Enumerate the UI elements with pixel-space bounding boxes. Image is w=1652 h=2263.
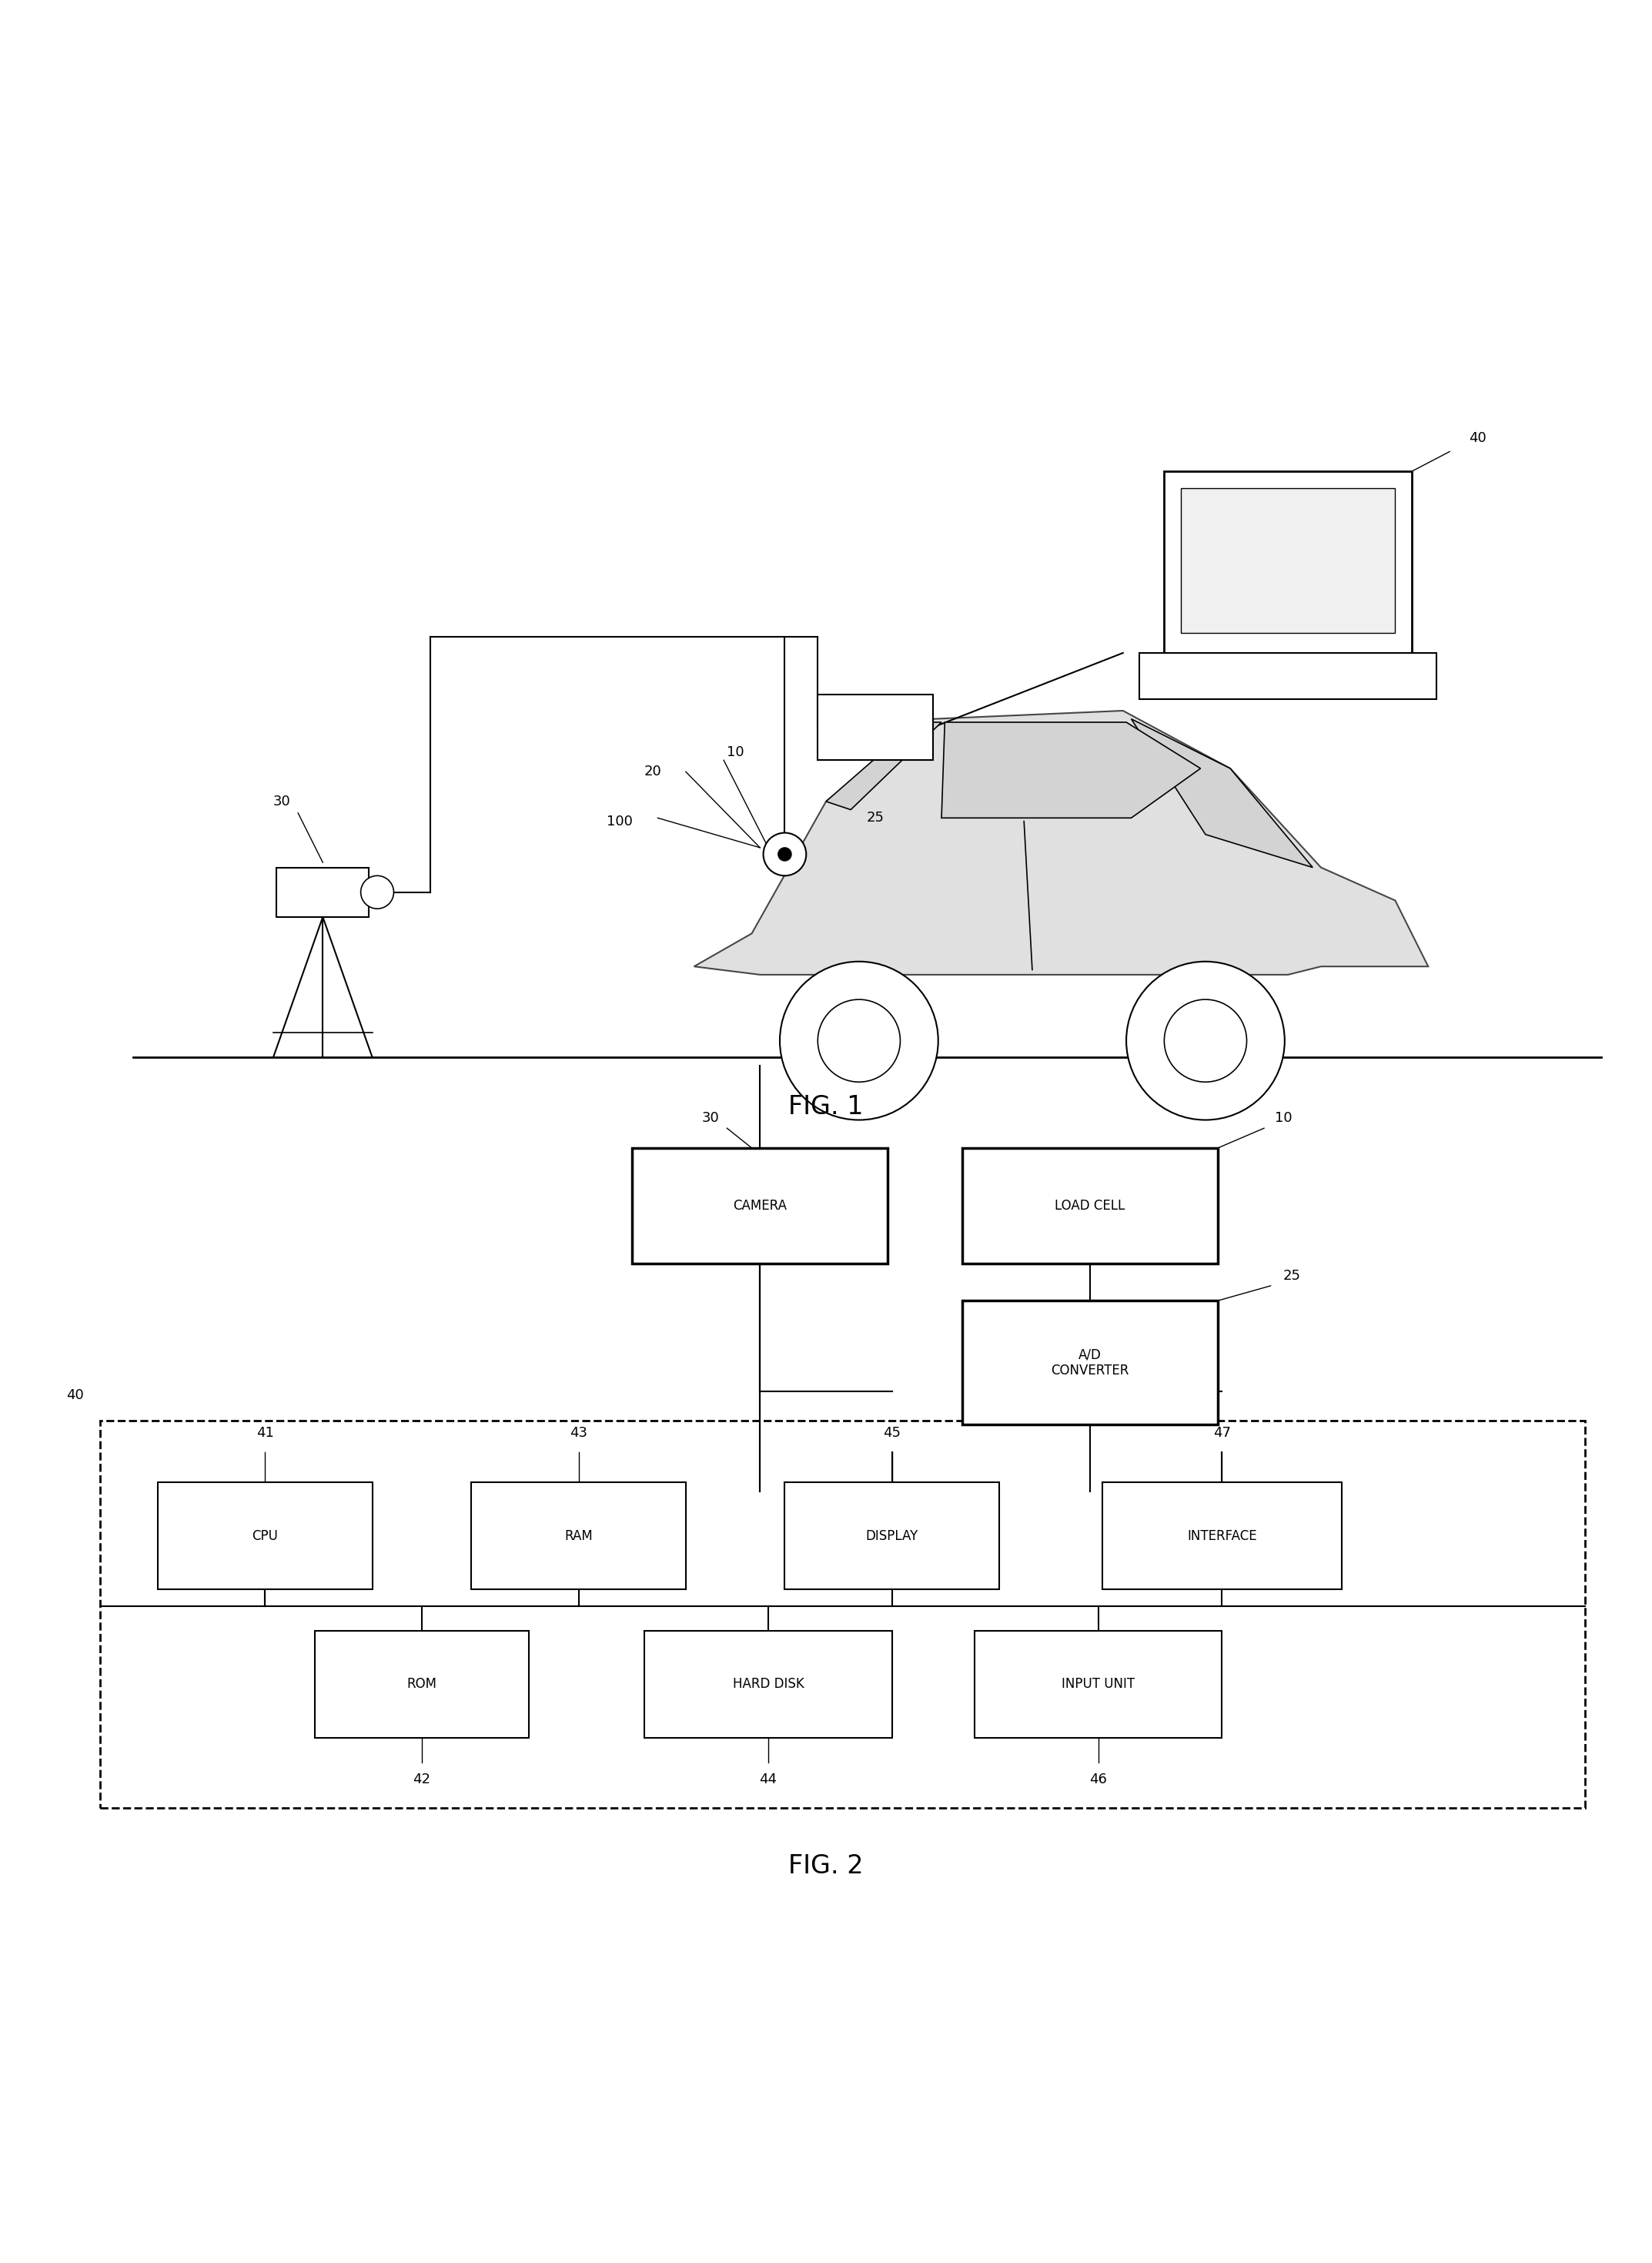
Text: 44: 44: [760, 1772, 776, 1786]
Bar: [975, 1632, 1222, 1738]
Text: 40: 40: [1469, 432, 1487, 446]
Text: 25: 25: [1284, 1270, 1300, 1283]
Bar: [1181, 489, 1396, 634]
Text: 41: 41: [256, 1426, 274, 1439]
Bar: [314, 1632, 529, 1738]
Bar: [633, 1147, 887, 1263]
Circle shape: [1165, 1000, 1247, 1082]
Text: 30: 30: [702, 1111, 719, 1125]
Circle shape: [763, 833, 806, 876]
Bar: [818, 695, 933, 760]
Text: LOAD CELL: LOAD CELL: [1056, 1199, 1125, 1213]
Text: CPU: CPU: [253, 1530, 278, 1543]
Bar: [1140, 654, 1437, 699]
Circle shape: [818, 1000, 900, 1082]
Bar: [276, 867, 368, 917]
Bar: [785, 1482, 999, 1589]
Text: INTERFACE: INTERFACE: [1188, 1530, 1257, 1543]
Text: 25: 25: [867, 810, 884, 826]
Text: ROM: ROM: [406, 1677, 436, 1690]
Text: 46: 46: [1089, 1772, 1107, 1786]
Text: 30: 30: [273, 794, 291, 808]
Circle shape: [778, 849, 791, 860]
Text: 40: 40: [66, 1389, 84, 1403]
Polygon shape: [1132, 720, 1313, 867]
Text: 20: 20: [644, 765, 661, 778]
Bar: [1102, 1482, 1341, 1589]
Bar: [101, 1421, 1584, 1808]
Text: 42: 42: [413, 1772, 431, 1786]
Text: INPUT UNIT: INPUT UNIT: [1062, 1677, 1135, 1690]
Text: A/D
CONVERTER: A/D CONVERTER: [1051, 1346, 1128, 1378]
Bar: [961, 1147, 1218, 1263]
Bar: [644, 1632, 892, 1738]
Circle shape: [360, 876, 393, 910]
Bar: [159, 1482, 372, 1589]
Text: 100: 100: [606, 815, 633, 828]
Text: 10: 10: [1275, 1111, 1292, 1125]
Bar: [1165, 471, 1412, 654]
Circle shape: [780, 962, 938, 1120]
Text: 10: 10: [727, 745, 743, 758]
Polygon shape: [694, 711, 1429, 975]
Text: CAMERA: CAMERA: [733, 1199, 786, 1213]
Polygon shape: [826, 722, 942, 810]
Text: FIG. 1: FIG. 1: [788, 1093, 864, 1120]
Text: 43: 43: [570, 1426, 588, 1439]
Circle shape: [1127, 962, 1285, 1120]
Text: DISPLAY: DISPLAY: [866, 1530, 919, 1543]
Text: 45: 45: [884, 1426, 900, 1439]
Text: RAM: RAM: [565, 1530, 593, 1543]
Text: HARD DISK: HARD DISK: [732, 1677, 805, 1690]
Bar: [471, 1482, 686, 1589]
Polygon shape: [942, 722, 1201, 817]
Bar: [961, 1301, 1218, 1423]
Text: FIG. 2: FIG. 2: [788, 1853, 864, 1878]
Text: 47: 47: [1213, 1426, 1231, 1439]
